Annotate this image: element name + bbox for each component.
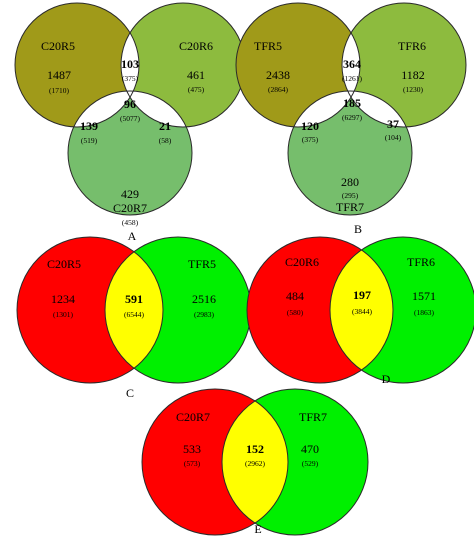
sub-tfr5-tfr7: (375) bbox=[302, 135, 319, 144]
sub-c20r6-c20r7: (58) bbox=[159, 136, 172, 145]
count-tfr5-tfr7: 120 bbox=[301, 119, 319, 133]
panel-caption-d: D bbox=[382, 372, 391, 386]
sub-c20r5-c20r7: (519) bbox=[81, 136, 98, 145]
panel-caption-e: E bbox=[254, 522, 261, 536]
count-inter-c: 591 bbox=[125, 292, 143, 306]
sub-c20r7-only: (458) bbox=[122, 218, 139, 227]
count-c20r5-only: 1487 bbox=[47, 68, 71, 82]
panel-caption-a: A bbox=[128, 229, 137, 243]
intersection-c20r7-tfr7 bbox=[222, 389, 288, 535]
sub-tfr6-only-d: (1863) bbox=[414, 308, 434, 317]
panel-caption-c: C bbox=[126, 386, 134, 400]
set-label-c20r7-e: C20R7 bbox=[176, 410, 210, 424]
count-inter-e: 152 bbox=[246, 442, 264, 456]
sub-tfr6-only: (1230) bbox=[403, 85, 423, 94]
set-label-tfr7: TFR7 bbox=[336, 200, 364, 214]
count-tfr5-only: 2438 bbox=[266, 68, 290, 82]
sub-c20r6-only: (475) bbox=[188, 85, 205, 94]
set-label-c20r5: C20R5 bbox=[41, 39, 75, 53]
set-label-c20r7: C20R7 bbox=[113, 201, 147, 215]
sub-tfr5-only: (2864) bbox=[268, 85, 288, 94]
venn-panel-a: C20R5 1487 (1710) C20R6 461 (475) 429 C2… bbox=[14, 2, 246, 243]
venn-panel-c: C20R5 1234 (1301) TFR5 2516 (2983) 591 (… bbox=[16, 236, 252, 400]
count-c20r5-c20r7: 139 bbox=[80, 119, 98, 133]
sub-tfr5-tfr6: (1261) bbox=[342, 74, 362, 83]
count-c20r5-only-c: 1234 bbox=[51, 292, 75, 306]
venn-panel-b: TFR5 2438 (2864) TFR6 1182 (1230) 280 (2… bbox=[235, 2, 467, 236]
count-c20r6-c20r7: 21 bbox=[159, 119, 171, 133]
count-inter-d: 197 bbox=[353, 288, 371, 302]
sub-c20r5-c20r6: (375) bbox=[122, 74, 139, 83]
set-label-tfr7-e: TFR7 bbox=[299, 410, 327, 424]
sub-all-a: (5077) bbox=[120, 114, 140, 123]
intersection-tfr6-tfr7 bbox=[342, 91, 412, 127]
venn-panel-e: C20R7 533 (573) TFR7 470 (529) 152 (2962… bbox=[141, 388, 369, 536]
intersection-tfr5-tfr7 bbox=[288, 91, 360, 127]
sub-tfr6-tfr7: (104) bbox=[385, 133, 402, 142]
sub-inter-d: (3844) bbox=[352, 307, 372, 316]
count-tfr5-tfr6: 364 bbox=[343, 57, 361, 71]
count-all-b: 185 bbox=[343, 96, 361, 110]
sub-c20r5-only: (1710) bbox=[49, 86, 69, 95]
count-tfr6-tfr7: 37 bbox=[387, 117, 399, 131]
count-c20r6-only: 461 bbox=[187, 68, 205, 82]
sub-tfr5-only-c: (2983) bbox=[194, 310, 214, 319]
intersection-c20r5-tfr5 bbox=[105, 237, 163, 383]
intersection-c20r5-c20r7 bbox=[68, 91, 139, 127]
count-c20r6-only-d: 484 bbox=[286, 289, 304, 303]
count-c20r7-only-e: 533 bbox=[183, 442, 201, 456]
sub-tfr7-only: (295) bbox=[342, 191, 359, 200]
count-c20r5-c20r6: 103 bbox=[121, 57, 139, 71]
intersection-c20r6-c20r7 bbox=[121, 91, 192, 127]
sub-inter-e: (2962) bbox=[245, 459, 265, 468]
panel-caption-b: B bbox=[354, 222, 362, 236]
count-tfr6-only: 1182 bbox=[401, 68, 425, 82]
count-all-a: 96 bbox=[124, 97, 136, 111]
set-label-c20r6: C20R6 bbox=[179, 39, 213, 53]
sub-c20r6-only-d: (580) bbox=[287, 308, 304, 317]
set-label-c20r6-d: C20R6 bbox=[285, 255, 319, 269]
count-c20r7-only: 429 bbox=[121, 187, 139, 201]
count-tfr5-only-c: 2516 bbox=[192, 292, 216, 306]
intersection-c20r6-tfr6 bbox=[330, 237, 393, 383]
sub-tfr7-only-e: (529) bbox=[302, 459, 319, 468]
set-label-c20r5-c: C20R5 bbox=[47, 257, 81, 271]
sub-all-b: (6297) bbox=[342, 113, 362, 122]
sub-c20r7-only-e: (573) bbox=[184, 459, 201, 468]
sub-c20r5-only-c: (1301) bbox=[53, 310, 73, 319]
set-label-tfr6-d: TFR6 bbox=[407, 255, 435, 269]
venn-panel-d: C20R6 484 (580) TFR6 1571 (1863) 197 (38… bbox=[246, 236, 474, 386]
sub-inter-c: (6544) bbox=[124, 310, 144, 319]
set-label-tfr6: TFR6 bbox=[398, 39, 426, 53]
set-label-tfr5: TFR5 bbox=[254, 39, 282, 53]
count-tfr7-only-e: 470 bbox=[301, 442, 319, 456]
count-tfr6-only-d: 1571 bbox=[412, 289, 436, 303]
set-label-tfr5-c: TFR5 bbox=[188, 257, 216, 271]
count-tfr7-only: 280 bbox=[341, 175, 359, 189]
